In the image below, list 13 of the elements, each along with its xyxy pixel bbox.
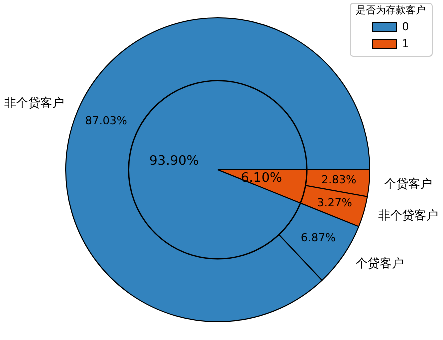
legend-label: 0 (402, 20, 410, 34)
slice-label: 非个贷客户 (4, 96, 64, 110)
slice-label: 个贷客户 (356, 256, 404, 270)
slice-label: 非个贷客户 (378, 208, 439, 222)
legend-label: 1 (402, 37, 410, 50)
data-label: 87.03% (85, 114, 128, 128)
legend-title: 是否为存款客户 (356, 4, 426, 17)
data-label: 6.87% (300, 231, 336, 244)
data-label: 6.10% (241, 170, 282, 186)
data-label: 93.90% (150, 154, 200, 169)
data-label: 3.27% (317, 196, 352, 210)
data-label: 2.83% (322, 174, 357, 187)
slice-label: 个贷客户 (384, 176, 433, 191)
